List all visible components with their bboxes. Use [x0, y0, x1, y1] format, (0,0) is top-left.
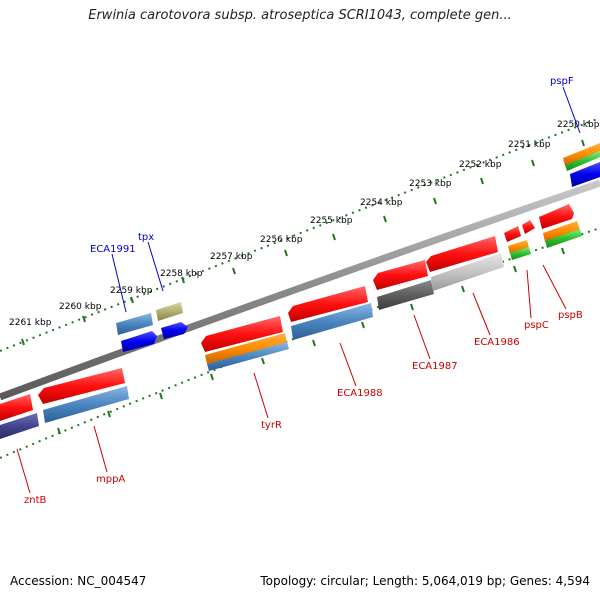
gene-label-pspf[interactable]: pspF — [550, 76, 574, 87]
inner-major-ticks — [57, 247, 565, 435]
kbp-label: 2256 kbp — [260, 235, 303, 245]
reverse-leader-lines — [16, 264, 567, 494]
kbp-label: 2258 kbp — [160, 269, 203, 279]
gene-label-eca1986[interactable]: ECA1986 — [474, 337, 520, 348]
gene-labels: pspF tpx ECA1991 pspB pspC ECA1986 ECA19… — [24, 76, 583, 506]
kbp-label: 2255 kbp — [310, 216, 353, 226]
gene-pspc-red[interactable] — [504, 226, 521, 242]
gene-mppa-steel[interactable] — [43, 386, 129, 423]
gene-tyrr-steel[interactable] — [207, 342, 289, 371]
gene-label-eca1991[interactable]: ECA1991 — [90, 244, 136, 255]
gene-blue-1[interactable] — [121, 331, 157, 352]
gene-eca1987-dark[interactable] — [377, 280, 434, 310]
genome-summary-text: Topology: circular; Length: 5,064,019 bp… — [260, 574, 590, 588]
gene-eca1991[interactable] — [116, 313, 153, 335]
kbp-label: 2257 kbp — [210, 252, 253, 262]
gene-label-pspc[interactable]: pspC — [524, 320, 549, 331]
gene-blue-2[interactable] — [161, 322, 188, 339]
outer-tick-ring — [0, 117, 600, 352]
kbp-label: 2261 kbp — [9, 318, 52, 328]
gene-label-zntb[interactable]: zntB — [24, 495, 47, 506]
gene-label-tpx[interactable]: tpx — [138, 232, 154, 243]
kbp-label: 2252 kbp — [459, 160, 502, 170]
forward-leader-lines — [111, 86, 581, 313]
gene-tyrr-red[interactable] — [201, 316, 283, 352]
gene-pspb-orange[interactable] — [543, 221, 580, 242]
gene-eca1988-red[interactable] — [288, 286, 368, 322]
gene-pspf-blue[interactable] — [570, 162, 600, 187]
gene-label-eca1988[interactable]: ECA1988 — [337, 388, 383, 399]
gene-eca1986-light[interactable] — [431, 253, 504, 291]
gene-pspf-orange[interactable] — [563, 143, 600, 166]
gene-pspc-green[interactable] — [510, 247, 531, 260]
gene-label-tyrr[interactable]: tyrR — [261, 420, 282, 431]
genome-backbone — [0, 179, 600, 401]
gene-tyrr-orange[interactable] — [205, 333, 287, 364]
kbp-label: 2260 kbp — [59, 302, 102, 312]
kbp-label: 2253 kbp — [409, 179, 452, 189]
gene-tpx[interactable] — [156, 302, 183, 321]
kbp-label: 2250 kbp — [557, 120, 600, 130]
gene-zntb-red[interactable] — [0, 394, 33, 421]
gene-pspf-green[interactable] — [565, 151, 600, 171]
gene-pspb-green[interactable] — [545, 229, 582, 248]
kbp-labels: 2250 kbp 2251 kbp 2252 kbp 2253 kbp 2254… — [9, 120, 600, 328]
outer-major-ticks — [21, 139, 585, 346]
kbp-label: 2251 kbp — [508, 140, 551, 150]
gene-eca1987-red[interactable] — [373, 260, 428, 290]
gene-pspc-red-2[interactable] — [522, 220, 535, 234]
reverse-genes — [0, 204, 582, 439]
gene-eca1986-red[interactable] — [426, 236, 498, 272]
gene-zntb-purple[interactable] — [0, 413, 39, 439]
gene-pspb-red[interactable] — [539, 204, 574, 229]
forward-genes — [116, 143, 600, 352]
gene-label-pspb[interactable]: pspB — [558, 310, 583, 321]
accession-text: Accession: NC_004547 — [10, 574, 147, 588]
gene-mppa-red[interactable] — [38, 368, 125, 404]
map-title: Erwinia carotovora subsp. atroseptica SC… — [88, 8, 512, 23]
gene-label-eca1987[interactable]: ECA1987 — [412, 361, 458, 372]
gene-label-mppa[interactable]: mppA — [96, 474, 125, 485]
kbp-label: 2254 kbp — [360, 198, 403, 208]
kbp-label: 2259 kbp — [110, 286, 153, 296]
gene-pspc-orange[interactable] — [508, 240, 529, 254]
gene-eca1988-steel[interactable] — [291, 303, 373, 340]
